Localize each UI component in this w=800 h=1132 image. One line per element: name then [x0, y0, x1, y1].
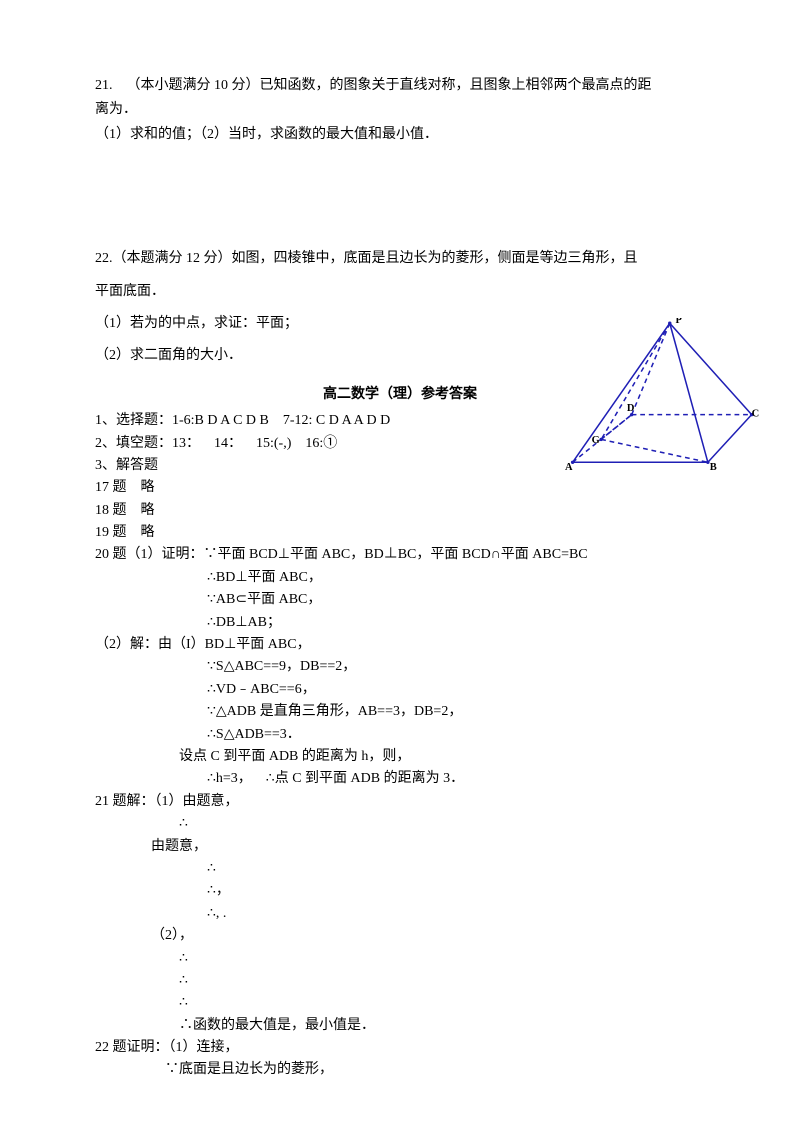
ans-22-l2: ∵底面是且边长为的菱形，	[95, 1059, 705, 1081]
q21-stem-line2: 离为．	[95, 99, 705, 121]
spacer	[95, 273, 705, 281]
ans-21-l7: （2），	[95, 925, 705, 947]
q22-stem-line1: 22.（本题满分 12 分）如图，四棱锥中，底面是且边长为的菱形，侧面是等边三角…	[95, 248, 705, 270]
svg-text:A: A	[565, 462, 573, 473]
ans-20-l1: 20 题（1）证明：∵平面 BCD⊥平面 ABC，BD⊥BC，平面 BCD∩平面…	[95, 544, 705, 566]
svg-text:D: D	[627, 403, 635, 414]
page-root: 21. （本小题满分 10 分）已知函数，的图象关于直线对称，且图象上相邻两个最…	[0, 0, 800, 1122]
ans-20-l9: ∴S△ADB==3．	[95, 724, 705, 746]
svg-text:B: B	[710, 462, 717, 473]
ans-21-l5: ∴，	[95, 880, 705, 902]
ans-21-l9: ∴	[95, 970, 705, 992]
ans-21-l4: ∴	[95, 858, 705, 880]
pyramid-figure: P A B C D G	[565, 318, 765, 478]
ans-20-l10: 设点 C 到平面 ADB 的距离为 h，则，	[95, 746, 705, 768]
ans-21-l3: 由题意，	[95, 836, 705, 858]
q21-sub: （1）求和的值；（2）当时，求函数的最大值和最小值．	[95, 124, 705, 146]
q21-stem-line1: 21. （本小题满分 10 分）已知函数，的图象关于直线对称，且图象上相邻两个最…	[95, 75, 705, 97]
ans-20-l11: ∴h=3， ∴点 C 到平面 ADB 的距离为 3．	[95, 768, 705, 790]
svg-text:G: G	[592, 435, 600, 446]
ans-21-l2: ∴	[95, 813, 705, 835]
spacer	[95, 148, 705, 248]
ans-21-l10: ∴	[95, 992, 705, 1014]
ans-21-l1: 21 题解：（1）由题意，	[95, 791, 705, 813]
ans-20-l7: ∴VD﹣ABC==6，	[95, 679, 705, 701]
ans-18: 18 题 略	[95, 500, 705, 522]
ans-17: 17 题 略	[95, 477, 705, 499]
svg-text:C: C	[752, 409, 760, 420]
pyramid-svg: P A B C D G	[565, 318, 765, 478]
ans-20-l5: （2）解：由（I）BD⊥平面 ABC，	[95, 634, 705, 656]
ans-21-l11: ∴函数的最大值是，最小值是．	[95, 1015, 705, 1037]
ans-20-l8: ∵△ADB 是直角三角形，AB==3，DB=2，	[95, 701, 705, 723]
ans-20-l6: ∵S△ABC==9，DB==2，	[95, 656, 705, 678]
ans-20-l2: ∴BD⊥平面 ABC，	[95, 567, 705, 589]
svg-text:P: P	[675, 318, 682, 326]
q22-stem-line2: 平面底面．	[95, 281, 705, 303]
ans-21-l6: ∴, .	[95, 903, 705, 925]
spacer	[95, 305, 705, 313]
ans-21-l8: ∴	[95, 948, 705, 970]
ans-19: 19 题 略	[95, 522, 705, 544]
ans-20-l4: ∴DB⊥AB；	[95, 612, 705, 634]
ans-22-l1: 22 题证明：（1）连接，	[95, 1037, 705, 1059]
ans-20-l3: ∵AB⊂平面 ABC，	[95, 589, 705, 611]
